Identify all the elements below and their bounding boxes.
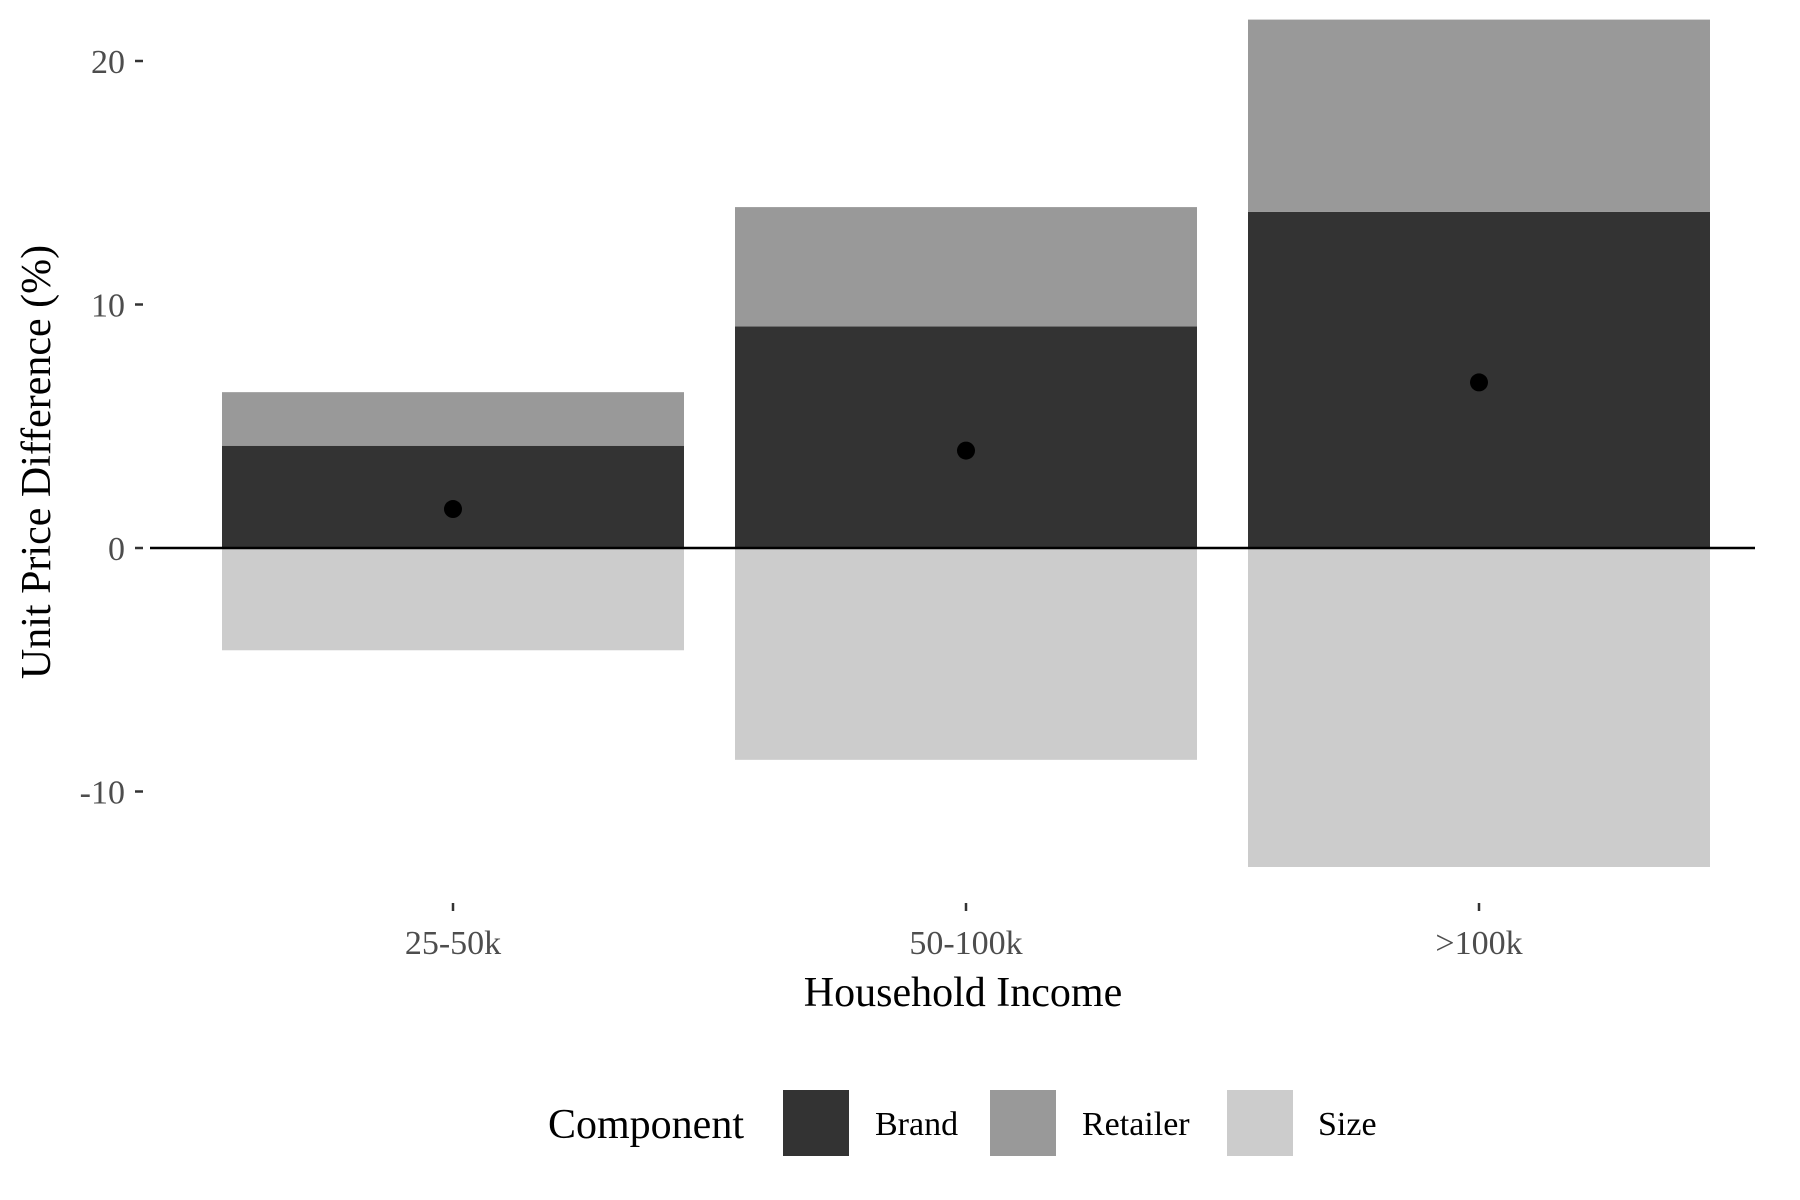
bar-size-1 (222, 548, 684, 651)
y-tick-label: 10 (91, 288, 125, 325)
legend-key-brand (783, 1090, 849, 1156)
x-axis-title: Household Income (804, 970, 1122, 1016)
bar-retailer-2 (735, 207, 1197, 327)
y-axis-title: Unit Price Difference (%) (14, 245, 60, 679)
legend-label-size: Size (1318, 1106, 1377, 1143)
bars-layer (222, 19, 1710, 867)
legend-label-brand: Brand (875, 1106, 958, 1143)
y-tick-label: -10 (80, 775, 125, 812)
x-axis: 25-50k 50-100k >100k (405, 903, 1523, 962)
y-axis: -10 0 10 20 (80, 44, 143, 812)
bar-size-2 (735, 548, 1197, 760)
point-2 (957, 441, 975, 460)
points-layer (444, 373, 1488, 519)
x-tick-label: 25-50k (405, 925, 501, 962)
legend-key-retailer (990, 1090, 1056, 1156)
legend-key-size (1227, 1090, 1293, 1156)
point-3 (1470, 373, 1488, 392)
bar-size-3 (1248, 548, 1710, 867)
y-tick-label: 0 (108, 531, 125, 568)
x-tick-label: >100k (1435, 925, 1522, 962)
point-1 (444, 500, 462, 519)
y-tick-label: 20 (91, 44, 125, 81)
bar-retailer-1 (222, 392, 684, 446)
legend-label-retailer: Retailer (1082, 1106, 1190, 1143)
legend-title: Component (548, 1102, 744, 1148)
bar-retailer-3 (1248, 19, 1710, 212)
x-tick-label: 50-100k (909, 925, 1022, 962)
bar-brand-1 (222, 445, 684, 548)
bar-brand-2 (735, 326, 1197, 548)
legend: Component Brand Retailer Size (548, 1090, 1377, 1156)
